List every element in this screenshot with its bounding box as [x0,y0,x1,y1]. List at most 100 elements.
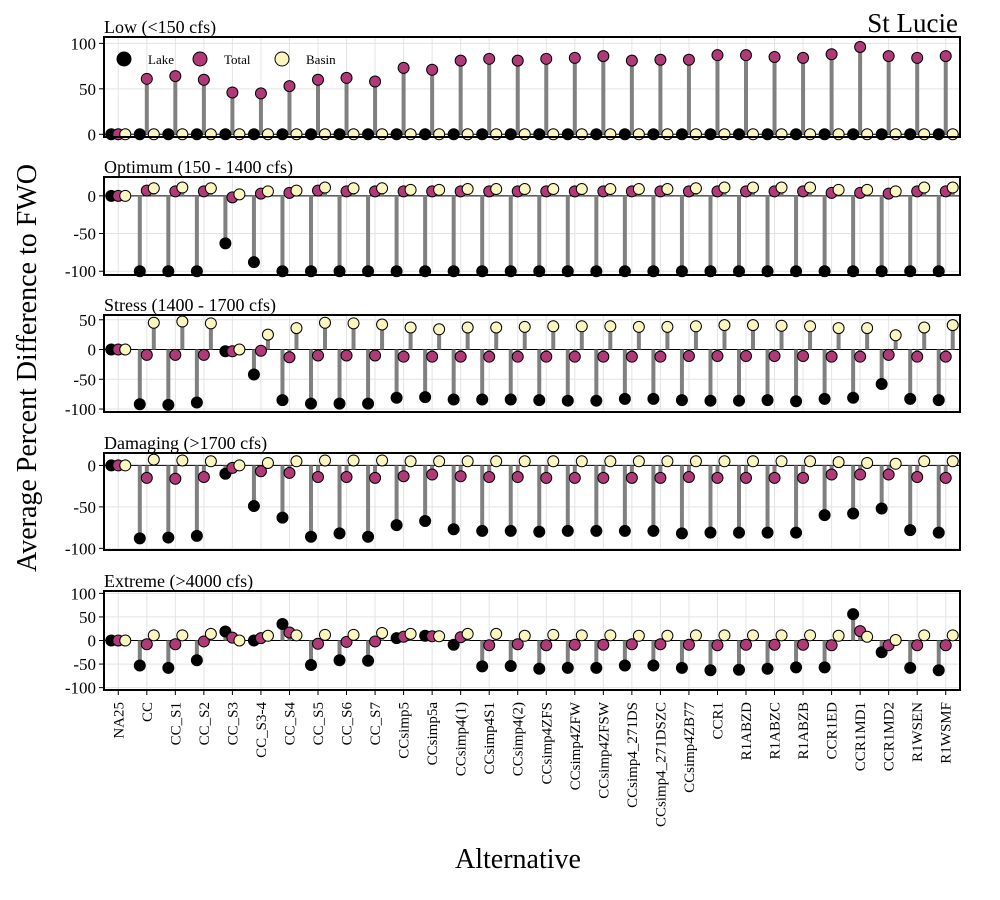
basin-point [233,634,246,647]
lake-point [847,265,860,278]
basin-point [204,627,217,640]
total-point [939,350,952,363]
lake-point [847,608,860,621]
total-point [283,351,296,364]
basin-point [689,182,702,195]
basin-point [946,128,959,141]
basin-point [433,183,446,196]
lake-point [790,661,803,674]
lake-point [305,128,317,141]
basin-point [946,181,959,194]
basin-point [946,455,959,468]
basin-point [233,343,246,356]
basin-point [632,183,645,196]
x-tick-label: CC_S6 [340,702,356,746]
lake-point [704,664,717,677]
lake-point [875,646,888,659]
basin-point [575,629,588,642]
basin-point [176,181,189,194]
lake-point [447,393,460,406]
lake-point [533,662,546,675]
x-tick-label: CC_S1 [168,702,184,745]
basin-point [946,629,959,642]
basin-point [404,183,417,196]
lake-point [904,392,917,405]
basin-point [946,319,959,332]
lake-point [419,128,432,141]
basin-point [889,128,902,141]
panel-frame [103,176,961,276]
panel-1: 0 50 100 Low (<150 cfs) [71,17,961,144]
total-point [711,350,724,363]
lake-point [276,394,289,407]
panels-group: 0 50 100 Low (<150 cfs) -100 -50 0 Optimum (150… [65,17,961,698]
y-tick-label: 0 [88,456,97,475]
y-tick-label: -50 [73,370,96,389]
basin-point [804,629,817,642]
total-point [911,350,924,363]
basin-point [861,128,874,141]
basin-point [347,454,360,467]
total-point [711,49,724,62]
total-point [454,470,467,483]
x-tick-label: CC_S7 [368,702,384,746]
lake-point [932,128,945,141]
total-point [540,471,553,484]
y-tick-label: 50 [79,608,96,627]
basin-point [918,629,931,642]
total-point [340,635,353,648]
lake-point [704,265,717,278]
panel-title: Optimum (150 - 1400 cfs) [104,157,293,178]
total-point [483,350,496,363]
total-point [682,350,695,363]
basin-point [832,128,845,141]
total-point [511,350,524,363]
total-point [625,471,638,484]
basin-point [747,181,759,194]
total-point [854,350,867,363]
lake-point [761,265,774,278]
basin-point [461,455,474,468]
basin-point [376,318,389,331]
total-point [682,638,695,651]
legend: Lake Total Basin [116,51,336,67]
total-point [312,471,324,484]
basin-point [490,627,503,640]
lake-point [390,519,403,532]
basin-point [889,185,902,198]
basin-point [689,629,702,642]
lake-point [904,128,917,141]
lake-point [875,502,888,515]
basin-point [404,321,417,334]
lake-point [818,509,831,522]
basin-point [547,455,560,468]
basin-point [347,182,360,195]
basin-point [347,128,360,141]
lake-point [362,530,375,543]
y-tick-label: -100 [65,400,96,419]
lake-point [305,530,317,543]
total-point [483,52,496,65]
total-point [426,350,439,363]
lake-point [904,524,917,537]
basin-point [233,188,246,201]
total-point [768,350,781,363]
legend-label-basin: Basin [306,52,336,67]
total-point [939,471,952,484]
x-axis-ticks: NA25 CC CC_S1 CC_S2 CC_S3 CC_S3-4 CC_S4 CC_S5 CC… [111,690,955,827]
lake-point [533,525,546,538]
total-point [911,51,924,64]
basin-point [204,317,217,330]
lake-point [390,265,403,278]
total-point [540,350,553,363]
lake-point [618,128,631,141]
total-point [426,63,439,76]
lake-point [904,661,917,674]
lake-point [190,265,203,278]
total-point [169,348,182,361]
basin-point [290,322,303,335]
basin-point [889,329,902,342]
basin-point [347,628,360,641]
basin-point [490,183,503,196]
